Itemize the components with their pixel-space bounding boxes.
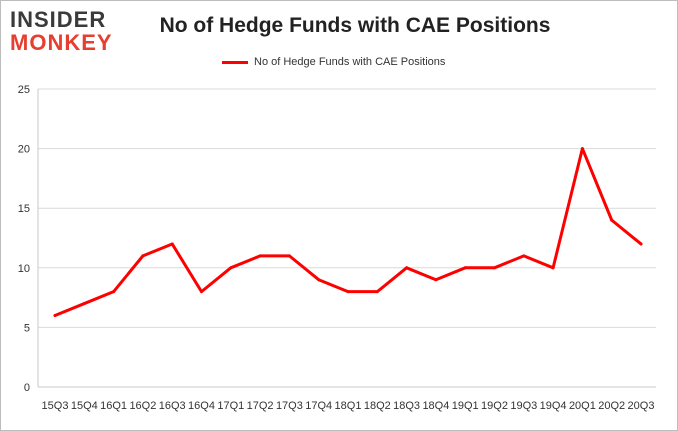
x-tick-label: 18Q2 bbox=[364, 400, 391, 412]
x-tick-label: 18Q1 bbox=[335, 400, 362, 412]
data-point bbox=[610, 218, 614, 222]
axes bbox=[37, 89, 656, 388]
x-tick-label: 16Q4 bbox=[188, 400, 215, 412]
x-tick-label: 16Q3 bbox=[159, 400, 186, 412]
data-point bbox=[53, 313, 57, 317]
data-point bbox=[463, 266, 467, 270]
y-tick-label: 25 bbox=[18, 84, 30, 96]
x-tick-labels: 15Q3 15Q4 16Q1 16Q2 16Q3 16Q4 17Q1 17Q2 17Q3 17Q4… bbox=[42, 400, 655, 412]
data-point bbox=[551, 266, 555, 270]
data-point bbox=[141, 254, 145, 258]
x-tick-label: 18Q3 bbox=[393, 400, 420, 412]
x-tick-label: 20Q2 bbox=[598, 400, 625, 412]
data-point bbox=[405, 266, 409, 270]
data-point bbox=[170, 242, 174, 246]
x-tick-label: 19Q1 bbox=[452, 400, 479, 412]
x-tick-label: 17Q1 bbox=[217, 400, 244, 412]
insider-monkey-logo: INSIDER MONKEY bbox=[10, 9, 126, 55]
data-point bbox=[639, 242, 643, 246]
data-point bbox=[200, 290, 203, 294]
y-tick-label: 20 bbox=[18, 144, 30, 156]
x-tick-label: 17Q4 bbox=[305, 400, 332, 412]
y-tick-labels: 0 5 10 15 20 25 bbox=[18, 84, 30, 394]
legend-swatch bbox=[222, 60, 248, 64]
x-tick-label: 15Q4 bbox=[71, 400, 98, 412]
data-point bbox=[317, 278, 321, 282]
data-point bbox=[493, 266, 496, 270]
x-tick-label: 18Q4 bbox=[422, 400, 449, 412]
logo-text-monkey: MONKEY bbox=[10, 30, 113, 55]
x-tick-label: 16Q2 bbox=[129, 400, 156, 412]
data-point bbox=[375, 290, 379, 294]
y-tick-label: 10 bbox=[18, 263, 30, 275]
logo-text-insider: INSIDER bbox=[10, 7, 107, 32]
x-tick-label: 16Q1 bbox=[100, 400, 127, 412]
x-tick-label: 17Q2 bbox=[247, 400, 274, 412]
x-tick-label: 19Q2 bbox=[481, 400, 508, 412]
x-tick-label: 19Q3 bbox=[510, 400, 537, 412]
data-point bbox=[522, 254, 526, 258]
x-tick-label: 20Q1 bbox=[569, 400, 596, 412]
chart-legend: No of Hedge Funds with CAE Positions bbox=[222, 54, 445, 70]
data-point bbox=[112, 290, 116, 294]
x-tick-label: 17Q3 bbox=[276, 400, 303, 412]
legend-label: No of Hedge Funds with CAE Positions bbox=[254, 56, 446, 68]
data-point bbox=[434, 278, 438, 282]
y-tick-label: 15 bbox=[18, 203, 30, 215]
series-line bbox=[53, 147, 643, 317]
x-tick-label: 20Q3 bbox=[628, 400, 655, 412]
data-point bbox=[258, 254, 262, 258]
data-point bbox=[82, 302, 86, 306]
data-point bbox=[229, 266, 233, 270]
y-tick-label: 5 bbox=[24, 322, 30, 334]
data-point bbox=[580, 147, 584, 151]
chart-title: No of Hedge Funds with CAE Positions bbox=[159, 14, 551, 37]
y-tick-label: 0 bbox=[24, 382, 30, 394]
data-point bbox=[287, 254, 291, 258]
x-tick-label: 15Q3 bbox=[42, 400, 69, 412]
x-tick-label: 19Q4 bbox=[540, 400, 567, 412]
data-point bbox=[346, 290, 350, 294]
